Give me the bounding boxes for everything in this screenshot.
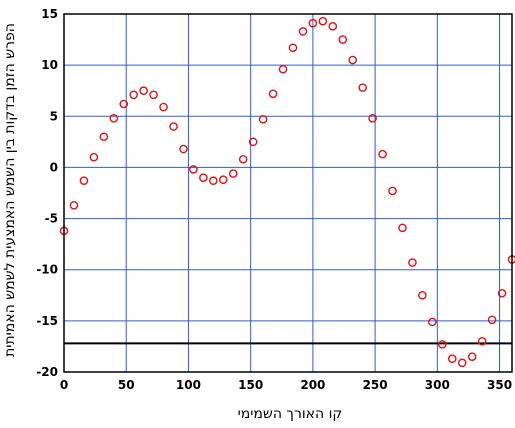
- x-tick-label: 50: [118, 378, 135, 392]
- y-tick-label: -5: [45, 212, 58, 226]
- x-tick-label: 100: [176, 378, 201, 392]
- x-tick-labels: 0 50 100 150 200 250 300 350: [60, 378, 512, 392]
- data-point: [89, 152, 99, 162]
- y-tick-label: -10: [36, 263, 58, 277]
- y-tick-label: 10: [41, 58, 58, 72]
- y-tick-labels: 15 10 5 0 -5 -10 -15 -20: [36, 7, 58, 379]
- data-point: [348, 55, 358, 65]
- data-point: [139, 86, 148, 96]
- data-point: [99, 132, 109, 142]
- data-point: [447, 354, 457, 364]
- data-point: [119, 99, 129, 109]
- data-point: [268, 89, 278, 99]
- data-point: [228, 169, 238, 178]
- x-tick-label: 300: [425, 378, 450, 392]
- data-point: [328, 21, 338, 31]
- y-axis-title: הפרש הזמן בדקות בין השמש האמצעית לשמש הא…: [2, 23, 18, 357]
- data-point: [278, 64, 288, 74]
- data-point: [487, 315, 497, 325]
- data-point: [218, 175, 228, 185]
- data-point: [467, 352, 477, 361]
- data-point: [418, 290, 427, 300]
- data-point: [428, 317, 437, 327]
- y-tick-label: 5: [50, 109, 58, 123]
- data-point: [169, 122, 178, 131]
- data-point: [109, 114, 119, 123]
- data-point: [69, 200, 79, 210]
- x-tick-label: 250: [363, 378, 388, 392]
- y-tick-label: 15: [41, 7, 58, 21]
- data-point: [189, 165, 198, 174]
- data-point: [338, 35, 348, 44]
- data-point: [388, 186, 397, 196]
- data-point: [497, 288, 507, 298]
- x-tick-label: 350: [487, 378, 512, 392]
- y-tick-label: -15: [36, 314, 58, 328]
- data-point: [179, 144, 188, 154]
- x-tick-label: 200: [300, 378, 325, 392]
- data-point: [438, 340, 447, 349]
- x-tick-label: 0: [60, 378, 68, 392]
- data-point: [248, 137, 258, 147]
- data-point: [318, 16, 328, 26]
- plot-frame: [63, 13, 513, 373]
- data-point: [288, 43, 298, 53]
- data-point: [129, 90, 138, 100]
- data-point: [209, 176, 218, 186]
- data-point: [477, 337, 487, 346]
- data-points: [59, 16, 515, 368]
- data-point: [298, 27, 308, 36]
- data-point: [238, 154, 248, 164]
- y-tick-label: -20: [36, 365, 58, 379]
- data-point: [199, 173, 208, 182]
- y-tick-label: 0: [50, 160, 58, 174]
- data-point: [159, 102, 168, 112]
- x-tick-label: 150: [238, 378, 263, 392]
- data-point: [368, 114, 377, 123]
- data-point: [308, 18, 318, 28]
- data-point: [408, 258, 417, 267]
- data-point: [457, 358, 467, 368]
- data-point: [378, 149, 387, 159]
- data-point: [149, 90, 158, 100]
- grid-lines: [63, 13, 512, 373]
- data-point: [79, 176, 89, 186]
- x-axis-title: קו האורך השמימי: [238, 406, 343, 422]
- data-point: [258, 115, 268, 124]
- data-point: [398, 223, 407, 233]
- data-point: [358, 83, 367, 92]
